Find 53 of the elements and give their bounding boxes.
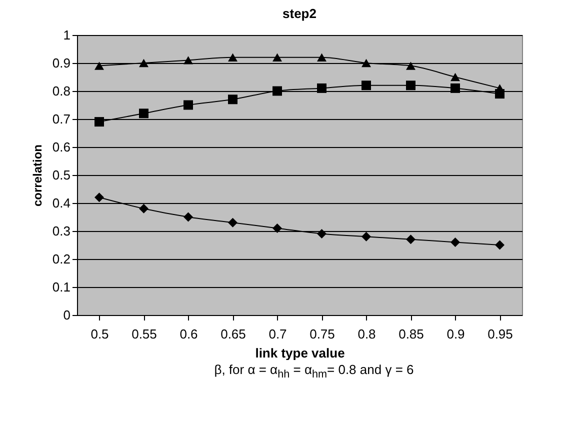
chart-title: step2 xyxy=(282,6,316,21)
point xyxy=(139,58,148,68)
point xyxy=(184,56,193,64)
x-tick-label: 0.6 xyxy=(180,326,198,342)
point xyxy=(228,53,238,62)
y-axis-title: correlation xyxy=(30,144,44,207)
point xyxy=(406,62,416,70)
point xyxy=(362,58,371,68)
point xyxy=(406,234,416,244)
y-tick-label: 0.8 xyxy=(52,84,70,98)
x-tick-label: 0.55 xyxy=(132,326,157,342)
point xyxy=(139,204,148,214)
y-tick-label: 0.4 xyxy=(52,196,70,210)
x-tick-label: 0.95 xyxy=(488,326,513,342)
point xyxy=(94,192,104,202)
y-tick-label: 0.7 xyxy=(52,112,70,126)
text: β, for α = α$_{hh}$ = α$_{hm}$= 0.8 and γ = 6 xyxy=(213,362,415,381)
x-tick-label: 0.65 xyxy=(220,326,246,342)
point xyxy=(495,240,504,250)
point xyxy=(228,94,238,104)
point xyxy=(362,80,371,90)
point xyxy=(184,212,193,222)
point xyxy=(272,53,282,62)
point xyxy=(317,53,326,62)
point xyxy=(228,218,238,228)
x-axis-title: link type value xyxy=(255,346,345,360)
point xyxy=(450,72,460,82)
y-tick-label: 0.5 xyxy=(52,168,70,182)
point xyxy=(272,223,282,233)
y-tick-label: 0.6 xyxy=(52,140,70,154)
x-tick-label: 0.75 xyxy=(310,326,335,342)
y-tick-label: 1 xyxy=(63,28,70,42)
y-tick-label: 0.3 xyxy=(52,224,70,238)
y-tick-label: 0.9 xyxy=(52,56,70,70)
point xyxy=(317,229,326,239)
y-tick-label: 0.1 xyxy=(52,280,70,294)
point xyxy=(406,80,416,90)
y-tick-label: 0.2 xyxy=(52,252,70,266)
x-tick-label: 0.85 xyxy=(398,326,424,342)
point xyxy=(450,237,460,247)
x-tick-label: 0.8 xyxy=(358,326,376,342)
point xyxy=(272,86,282,96)
point xyxy=(184,100,193,110)
x-tick-label: 0.7 xyxy=(268,326,287,342)
point xyxy=(94,117,104,127)
point xyxy=(362,232,371,242)
x-tick-label: 0.9 xyxy=(446,326,465,342)
point xyxy=(450,83,460,93)
point xyxy=(317,83,326,93)
point xyxy=(94,62,104,70)
point xyxy=(139,108,148,118)
x-tick-label: 0.5 xyxy=(90,326,109,342)
y-tick-label: 0 xyxy=(63,308,70,322)
